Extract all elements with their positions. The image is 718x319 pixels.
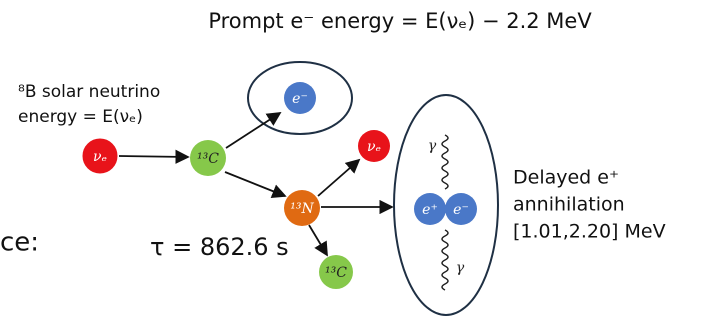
node-label: ¹³N (290, 201, 314, 217)
node-label: e⁻ (453, 202, 469, 218)
node-label: e⁺ (422, 202, 438, 218)
gamma-wave (442, 135, 448, 189)
gamma-label: γ (428, 138, 437, 154)
node-label: ¹³C (197, 151, 219, 167)
title: Prompt e⁻ energy = E(νₑ) − 2.2 MeV (208, 9, 592, 33)
gamma-wave (442, 230, 448, 290)
delayed-line: [1.01,2.20] MeV (513, 221, 666, 243)
delayed-line: Delayed e⁺ (513, 167, 619, 189)
node-label: νₑ (93, 149, 107, 165)
node-label: νₑ (367, 139, 381, 155)
node-label: e⁻ (292, 91, 308, 107)
diagram: Prompt e⁻ energy = E(νₑ) − 2.2 MeV ce: ⁸… (0, 0, 718, 319)
gamma-label: γ (456, 260, 465, 276)
partial-text: ce: (0, 228, 39, 258)
source-line: ⁸B solar neutrino (18, 82, 160, 102)
delayed-line: annihilation (513, 194, 625, 216)
lifetime: τ = 862.6 s (150, 233, 289, 261)
source-line: energy = E(νₑ) (18, 107, 143, 127)
node-label: ¹³C (325, 265, 347, 281)
